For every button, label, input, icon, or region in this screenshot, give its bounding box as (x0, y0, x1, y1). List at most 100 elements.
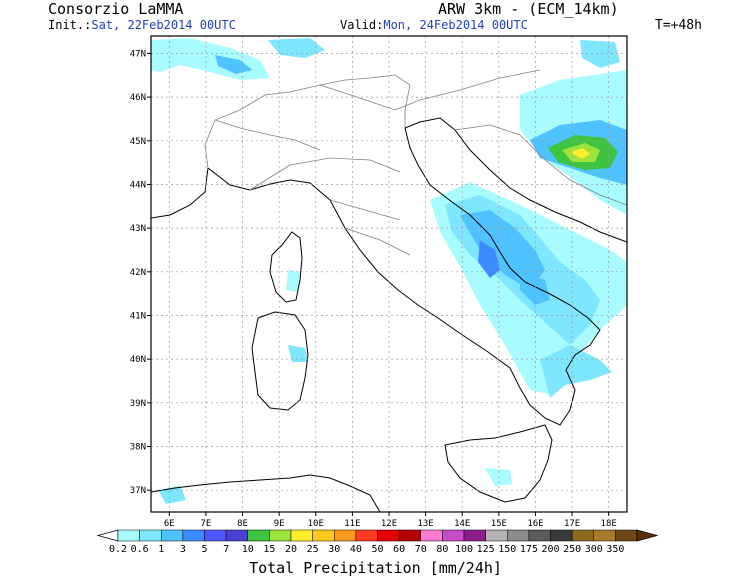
init-label: Init.: (48, 18, 92, 32)
tick-label-lon: 7E (201, 519, 212, 529)
forecast-step: T=+48h (655, 18, 702, 33)
colorbar-level-label: 150 (498, 544, 516, 555)
border-regions (249, 157, 411, 256)
tick-label-lat: 43N (130, 224, 146, 234)
colorbar-swatch (571, 529, 594, 542)
precip-area-gargano (520, 272, 550, 305)
colorbar-level-label: 50 (371, 544, 383, 555)
colorbar-swatch (420, 529, 443, 542)
colorbar-swatch (269, 529, 292, 542)
colorbar-level-label: 60 (393, 544, 405, 555)
tick-label-lat: 39N (130, 399, 146, 409)
colorbar-swatch (398, 529, 421, 542)
brand-title: Consorzio LaMMA (48, 0, 184, 18)
colorbar-level-label: 300 (585, 544, 603, 555)
colorbar-level-label: 30 (328, 544, 340, 555)
tick-label-lon: 9E (274, 519, 285, 529)
colorbar-swatch (117, 529, 140, 542)
colorbar-swatch (204, 529, 227, 542)
colorbar-swatch (442, 529, 465, 542)
colorbar-swatch (528, 529, 551, 542)
colorbar-swatch (485, 529, 508, 542)
colorbar-swatch (290, 529, 313, 542)
colorbar-level-label: 15 (263, 544, 275, 555)
valid-value: Mon, 24Feb2014 00UTC (383, 18, 528, 32)
colorbar-level-label: 20 (285, 544, 297, 555)
colorbar-level-label: 7 (223, 544, 229, 555)
tick-label-lat: 40N (130, 355, 146, 365)
colorbar-swatch (182, 529, 205, 542)
colorbar-title: Total Precipitation [mm/24h] (249, 559, 502, 577)
coastline-corsica (269, 231, 303, 303)
border-swiss (214, 119, 321, 151)
graticule (151, 36, 627, 512)
valid-time: Valid:Mon, 24Feb2014 00UTC (340, 18, 528, 32)
init-value: Sat, 22Feb2014 00UTC (91, 18, 236, 32)
precip-area-tunisia (158, 486, 186, 504)
colorbar-level-label: 250 (563, 544, 581, 555)
colorbar-level-label: 40 (350, 544, 362, 555)
tick-label-lat: 46N (130, 93, 146, 103)
colorbar-level-label: 125 (477, 544, 495, 555)
tick-label-lat: 38N (130, 442, 146, 452)
colorbar-swatch (334, 529, 357, 542)
tick-label-lat: 37N (130, 486, 146, 496)
colorbar-level-label: 100 (455, 544, 473, 555)
colorbar-swatch (507, 529, 530, 542)
colorbar-swatch (161, 529, 184, 542)
colorbar-swatch (463, 529, 486, 542)
colorbar-under-arrow (96, 529, 119, 542)
tick-label-lon: 13E (417, 519, 433, 529)
tick-label-lat: 45N (130, 137, 146, 147)
tick-label-lat: 44N (130, 180, 146, 190)
colorbar-swatch (355, 529, 378, 542)
colorbar-level-label: 1 (158, 544, 164, 555)
colorbar-level-label: 70 (415, 544, 427, 555)
precip-area-balkan-max (570, 148, 590, 159)
precipitation-map: 6E 7E 8E 9E 10E 11E 12E 13E 14E 15E 16E 17E 18E 47N4… (96, 35, 659, 555)
tick-label-lon: 15E (491, 519, 507, 529)
coastline-balkans (404, 117, 627, 243)
precip-area-apennine (478, 240, 500, 278)
tick-label-lon: 10E (308, 519, 324, 529)
colorbar-level-label: 350 (606, 544, 624, 555)
lat-axis: 47N 46N 45N 44N 43N 42N 41N 40N 39N 38N 37N (130, 49, 151, 496)
colorbar-level-label: 5 (201, 544, 207, 555)
borders (204, 69, 627, 256)
precip-area-ne-corner (580, 40, 620, 68)
tick-label-lon: 6E (164, 519, 175, 529)
colorbar-level-label: 0.6 (131, 544, 149, 555)
colorbar-over-arrow (636, 529, 659, 542)
tick-label-lon: 12E (381, 519, 397, 529)
colorbar-level-label: 200 (541, 544, 559, 555)
coastlines (151, 117, 627, 512)
tick-label-lon: 14E (454, 519, 470, 529)
coastline-sardinia (251, 311, 309, 411)
model-label: ARW 3km - (ECM_14km) (438, 0, 619, 18)
precip-area-alps-east (268, 38, 325, 58)
colorbar-level-label: 0.2 (109, 544, 127, 555)
colorbar-swatch (247, 529, 270, 542)
coastline-africa (151, 474, 381, 512)
tick-label-lon: 8E (237, 519, 248, 529)
tick-label-lat: 41N (130, 311, 146, 321)
valid-label: Valid: (340, 18, 384, 32)
coastline-italy (207, 127, 601, 426)
colorbar-level-label: 25 (307, 544, 319, 555)
precip-area-adriatic-mid (460, 210, 545, 290)
tick-label-lon: 16E (527, 519, 543, 529)
colorbar-swatch (593, 529, 616, 542)
coastline-france (151, 167, 209, 219)
colorbar-swatch (377, 529, 400, 542)
colorbar-level-label: 10 (242, 544, 254, 555)
tick-label-lon: 17E (564, 519, 580, 529)
precip-field (151, 38, 627, 504)
colorbar-level-label: 3 (180, 544, 186, 555)
colorbar: 0.2 0.6 1 3 5 7 10 15 20 25 30 40 50 60 70 80 100 125 150 1… (96, 529, 659, 555)
tick-label-lon: 11E (344, 519, 360, 529)
colorbar-swatch (139, 529, 162, 542)
colorbar-level-label: 80 (436, 544, 448, 555)
border-austria (319, 69, 541, 111)
colorbar-swatch (550, 529, 573, 542)
colorbar-swatch (225, 529, 248, 542)
